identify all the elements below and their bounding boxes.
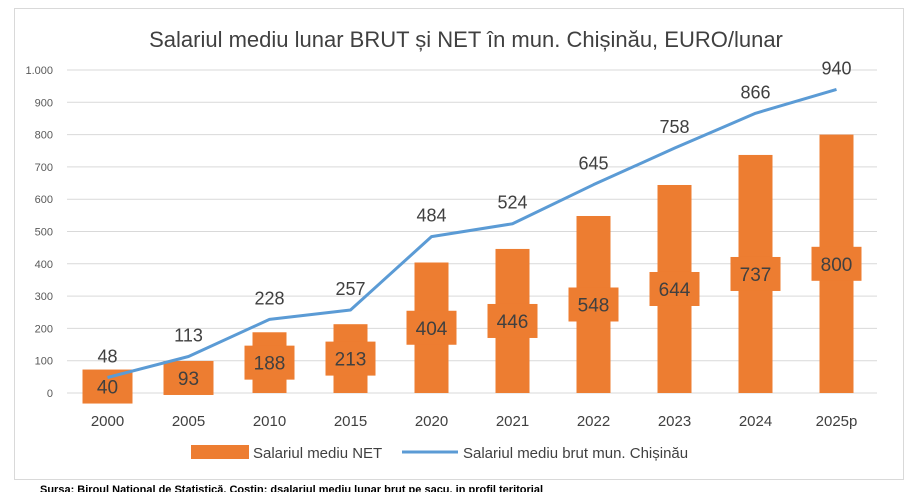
chart-svg: Salariul mediu lunar BRUT și NET în mun.… [25, 27, 877, 462]
x-tick-label: 2015 [334, 413, 367, 430]
bar-label-box [163, 360, 214, 395]
bar-label-box [649, 271, 700, 306]
bar-data-label: 40 [97, 378, 118, 399]
x-tick-label: 2023 [658, 413, 691, 430]
line-data-label: 645 [578, 154, 608, 174]
line-data-label: 228 [254, 288, 284, 308]
x-tick-label: 2010 [253, 413, 286, 430]
bar-data-label: 737 [740, 265, 772, 286]
line-data-label: 48 [97, 346, 117, 366]
legend-label-brut: Salariul mediu brut mun. Chișinău [463, 445, 688, 462]
y-tick-label: 800 [35, 130, 53, 142]
y-tick-label: 500 [35, 227, 53, 239]
y-tick-label: 100 [35, 356, 53, 368]
x-tick-label: 2021 [496, 413, 529, 430]
bar-label-box [82, 369, 133, 404]
bar-data-label: 548 [578, 295, 610, 316]
y-tick-label: 0 [47, 388, 53, 400]
bar-data-label: 404 [416, 319, 448, 340]
source-note: Sursa: Biroul Național de Statistică. Co… [40, 484, 544, 492]
chart-frame: Salariul mediu lunar BRUT și NET în mun.… [14, 8, 904, 480]
y-tick-label: 400 [35, 259, 53, 271]
y-tick-label: 600 [35, 194, 53, 206]
bar-data-label: 446 [497, 312, 529, 333]
line-data-label: 484 [416, 206, 446, 226]
legend-label-net: Salariul mediu NET [253, 445, 382, 462]
x-tick-label: 2000 [91, 413, 124, 430]
line-data-label: 524 [497, 193, 527, 213]
bar-data-label: 188 [254, 354, 286, 375]
x-tick-label: 2022 [577, 413, 610, 430]
bar-label-box [487, 303, 538, 338]
bar-data-label: 213 [335, 350, 367, 371]
bar-data-label: 93 [178, 369, 199, 390]
line-brut [107, 87, 837, 379]
chart-title: Salariul mediu lunar BRUT și NET în mun.… [149, 27, 783, 52]
line-data-label: 940 [821, 58, 851, 78]
line-data-label: 113 [174, 326, 203, 346]
x-tick-label: 2020 [415, 413, 448, 430]
legend: Salariul mediu NET Salariul mediu brut m… [191, 445, 688, 462]
bar-data-label: 800 [821, 255, 853, 276]
bar-label-box [406, 310, 457, 345]
bar-label-box [811, 246, 862, 281]
bar-data-label: 644 [659, 280, 691, 301]
bar-label-box [730, 256, 781, 291]
y-tick-label: 700 [35, 162, 53, 174]
bar-label-box [325, 341, 376, 376]
y-tick-label: 300 [35, 291, 53, 303]
y-tick-label: 900 [35, 97, 53, 109]
y-tick-label: 200 [35, 323, 53, 335]
legend-swatch-net [191, 445, 249, 459]
bar-label-box [244, 345, 295, 380]
y-tick-label: 1.000 [25, 65, 53, 77]
x-tick-label: 2005 [172, 413, 205, 430]
x-tick-label: 2024 [739, 413, 772, 430]
x-tick-label: 2025p [816, 413, 858, 430]
line-data-label: 866 [740, 82, 770, 102]
line-data-label: 758 [659, 117, 689, 137]
line-data-label: 257 [335, 279, 365, 299]
bar-label-box [568, 287, 619, 322]
